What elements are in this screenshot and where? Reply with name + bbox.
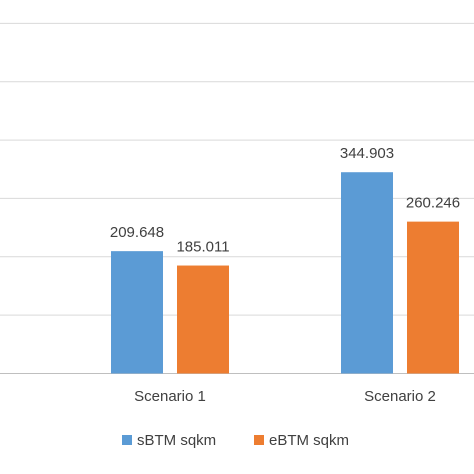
legend-label: eBTM sqkm [269, 432, 349, 449]
data-label: 209.648 [110, 224, 164, 241]
x-tick-label: Scenario 2 [364, 388, 436, 405]
bar [341, 172, 393, 374]
x-tick-label: Scenario 1 [134, 388, 206, 405]
legend-swatch [254, 435, 264, 445]
data-label: 185.011 [176, 238, 229, 255]
data-label: 260.246 [406, 195, 460, 212]
data-label: 344.903 [340, 145, 394, 162]
bar [111, 251, 163, 374]
bar [177, 265, 229, 374]
bar [407, 221, 459, 374]
legend-label: sBTM sqkm [137, 432, 216, 449]
legend-swatch [122, 435, 132, 445]
